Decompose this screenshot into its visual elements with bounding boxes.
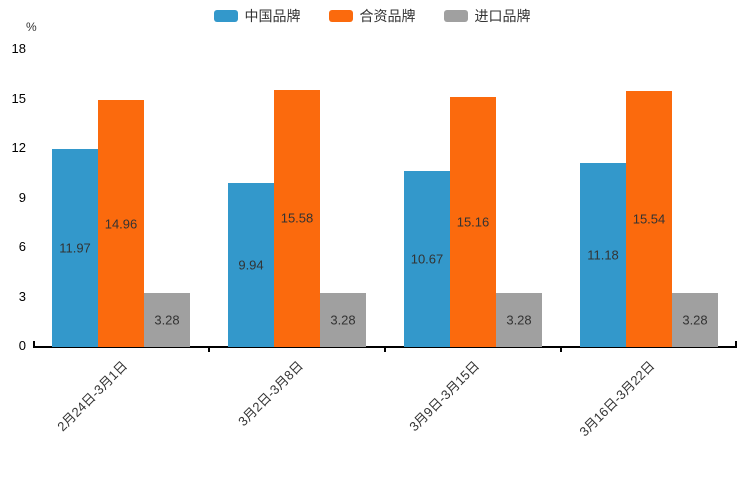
bar-value-label: 3.28 [154,312,180,328]
bar-进口品牌-3[interactable] [496,292,542,347]
bar-进口品牌-1[interactable] [144,292,190,347]
legend-label: 中国品牌 [244,8,301,24]
legend-item-series-3[interactable]: 进口品牌 [443,6,531,26]
x-axis-end-tick [735,341,737,347]
y-axis-tick-label: 18 [11,41,26,56]
legend-item-series-1[interactable]: 中国品牌 [213,6,301,26]
bar-合资品牌-4[interactable] [626,90,672,347]
bar-value-label: 3.28 [506,312,532,328]
bar-value-label: 15.16 [456,214,490,230]
bar-value-label: 11.97 [59,240,91,256]
bar-合资品牌-3[interactable] [450,96,496,347]
bar-value-label: 3.28 [330,312,356,328]
legend-item-series-2[interactable]: 合资品牌 [328,6,416,26]
x-axis-category-label: 3月16日-3月22日 [576,358,658,440]
legend-swatch-series-1 [213,10,238,22]
y-axis-tick-label: 3 [18,288,26,304]
y-axis-tick-label: 6 [18,239,26,254]
x-axis-category-label: 3月9日-3月15日 [405,358,482,435]
y-axis-tick-label: 9 [18,189,26,205]
y-axis-tick-label: 0 [18,338,26,353]
y-axis-tick-label: 15 [11,90,26,106]
y-axis-tick-label: 12 [11,140,26,155]
bar-合资品牌-2[interactable] [274,89,320,347]
bar-value-label: 14.96 [104,216,138,232]
bar-中国品牌-1[interactable] [52,149,98,347]
x-axis-category-label: 2月24日-3月1日 [53,358,130,435]
legend-label: 进口品牌 [474,8,531,24]
bar-中国品牌-2[interactable] [228,182,274,347]
x-axis-tick [560,348,562,352]
bar-合资品牌-1[interactable] [98,100,144,347]
x-axis-tick [208,348,210,352]
bar-进口品牌-2[interactable] [320,292,366,347]
legend-swatch-series-3 [443,10,468,22]
bar-进口品牌-4[interactable] [672,292,718,347]
bar-value-label: 3.28 [682,312,708,328]
bar-value-label: 11.18 [587,247,619,263]
bar-中国品牌-4[interactable] [580,162,626,347]
bar-value-label: 15.58 [280,210,314,226]
bar-value-label: 9.94 [238,257,264,273]
bar-value-label: 15.54 [632,211,666,227]
legend-label: 合资品牌 [359,8,416,24]
legend: 中国品牌 合资品牌 进口品牌 [0,6,744,26]
bar-value-label: 10.67 [410,251,444,267]
legend-swatch-series-2 [328,10,353,22]
y-axis-unit-label: % [26,20,37,34]
x-axis-category-label: 3月2日-3月8日 [234,358,306,430]
x-axis-end-tick [33,341,35,347]
x-axis-tick [384,348,386,352]
x-axis-line [33,346,737,348]
bar-中国品牌-3[interactable] [404,170,450,347]
